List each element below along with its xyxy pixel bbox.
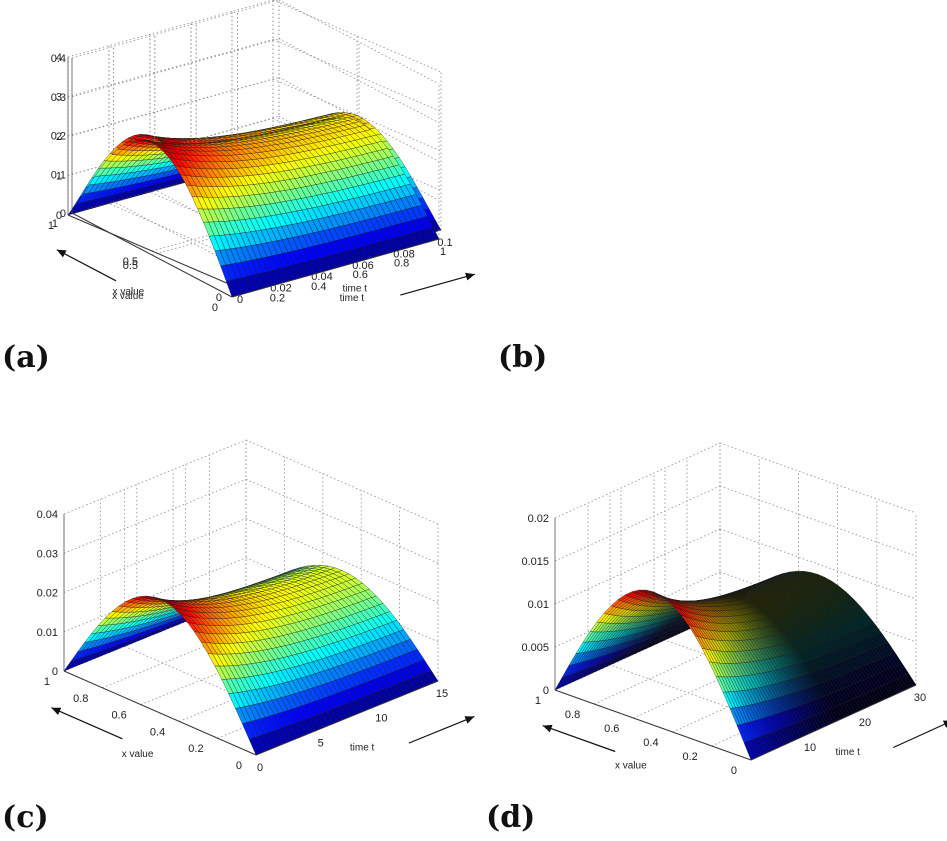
z-tick-label: 4 [56, 52, 62, 64]
t-axis-label: time t [340, 293, 365, 304]
t-tick-label: 0.6 [353, 269, 368, 281]
z-tick-label: 0.02 [528, 513, 549, 525]
t-tick-label: 0.1 [437, 237, 452, 249]
z-tick-label: 0.1 [51, 169, 66, 181]
axes [63, 670, 439, 756]
caption-a: (a) [2, 340, 50, 375]
x-axis-label: x value [112, 291, 144, 302]
direction-arrows [56, 249, 476, 296]
z-tick-label: 0 [52, 666, 58, 678]
t-tick-label: 10 [375, 713, 387, 725]
t-tick-label: 0.06 [352, 260, 373, 272]
t-axis-label: time t [836, 747, 861, 758]
axes [554, 684, 917, 761]
surface-mesh [554, 571, 917, 761]
z-tick-label: 0.04 [37, 509, 58, 521]
t-tick-label: 1 [440, 246, 446, 258]
direction-arrows [542, 720, 947, 753]
t-direction-arrow [893, 722, 947, 749]
z-tick-label: 1 [56, 171, 62, 183]
z-tick-label: 0.01 [528, 599, 549, 611]
x-direction-arrow [56, 249, 117, 282]
x-tick-label: 0 [236, 760, 242, 772]
panel-d: 0 0.005 0.01 0.015 0.02 0 0.2 0.4 0.6 0.8 1 10 20 30 x… [490, 440, 947, 780]
direction-arrows [51, 707, 475, 744]
t-tick-label: 0 [237, 294, 243, 306]
z-tick-label: 3 [56, 92, 62, 104]
t-tick-label: 0.8 [394, 258, 409, 270]
t-tick-label: 0.08 [393, 248, 414, 260]
x-axis-label: x value [113, 287, 145, 298]
x-tick-label: 0.4 [150, 726, 165, 738]
caption-b: (b) [498, 340, 548, 375]
z-tick-label: 0.4 [51, 53, 66, 65]
x-tick-label: 0.5 [123, 256, 138, 268]
x-tick-label: 0 [212, 302, 218, 314]
surface-mesh [63, 565, 439, 756]
x-tick-label: 0.2 [683, 751, 698, 763]
z-tick-label: 0.2 [51, 131, 66, 143]
t-tick-label: 0.4 [311, 281, 326, 293]
x-tick-label: 0 [216, 292, 222, 304]
t-direction-arrow [408, 715, 475, 744]
z-tick-label: 0 [60, 208, 66, 220]
t-axis-label: time t [350, 742, 375, 753]
t-tick-label: 0.02 [270, 283, 291, 295]
axes [71, 212, 440, 298]
t-tick-label: 15 [436, 688, 448, 700]
z-tick-label: 0.015 [521, 556, 549, 568]
t-tick-label: 0 [257, 762, 263, 774]
t-tick-label: 0.2 [270, 292, 285, 304]
x-tick-label: 0 [731, 765, 737, 777]
x-tick-label: 0.5 [123, 260, 138, 272]
x-tick-label: 0.8 [565, 709, 580, 721]
t-axis-label: time t [343, 284, 368, 295]
x-tick-label: 0.8 [73, 693, 88, 705]
z-tick-label: 0 [56, 210, 62, 222]
surface-plot-b: 0 0.1 0.2 0.3 0.4 0 0.5 1 0.2 0.4 0.6 0.8 1 x value ti… [51, 0, 476, 314]
grid-box [71, 0, 440, 298]
x-direction-arrow [542, 725, 616, 753]
t-tick-label: 20 [859, 717, 871, 729]
panel-c: 0 0.01 0.02 0.03 0.04 0 0.2 0.4 0.6 0.8 1 0 5 10 15 x v… [0, 439, 475, 780]
x-tick-label: 1 [52, 218, 58, 230]
t-tick-label: 10 [804, 742, 816, 754]
x-direction-arrow [51, 707, 123, 740]
t-tick-label: 5 [318, 737, 324, 749]
t-tick-label: 30 [914, 692, 926, 704]
z-tick-label: 2 [56, 131, 62, 143]
surface-plot-d: 0 0.005 0.01 0.015 0.02 0 0.2 0.4 0.6 0.8 1 10 20 30 x… [521, 442, 947, 777]
x-tick-label: 0.6 [604, 723, 619, 735]
x-tick-label: 1 [535, 695, 541, 707]
x-axis-label: x value [122, 749, 154, 760]
x-tick-label: 0.6 [112, 710, 127, 722]
z-tick-label: 0.01 [37, 627, 58, 639]
t-tick-label: 0.04 [311, 271, 332, 283]
panel-b: 0 0.1 0.2 0.3 0.4 0 0.5 1 0.2 0.4 0.6 0.8 1 x value ti… [51, 0, 947, 320]
z-tick-label: 0.3 [51, 92, 66, 104]
x-tick-label: 0.4 [643, 737, 658, 749]
surface-mesh [71, 116, 440, 298]
x-tick-label: 1 [44, 676, 50, 688]
z-tick-label: 0.03 [37, 548, 58, 560]
x-tick-label: 0.2 [188, 743, 203, 755]
z-tick-label: 0.005 [521, 642, 549, 654]
caption-c: (c) [2, 800, 49, 835]
x-axis-label: x value [615, 761, 647, 772]
z-tick-label: 0.02 [37, 588, 58, 600]
t-direction-arrow [400, 273, 476, 296]
caption-d: (d) [486, 800, 536, 835]
z-tick-label: 0 [543, 685, 549, 697]
x-tick-label: 1 [48, 220, 54, 232]
